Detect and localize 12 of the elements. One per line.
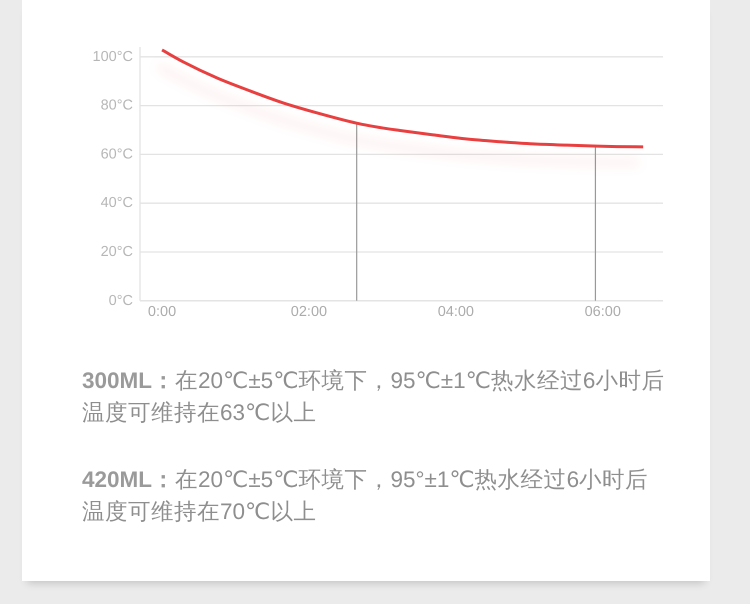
xtick-label: 0:00 bbox=[148, 304, 176, 320]
text: 300ML：在20℃±5℃环境下，95℃±1℃热水经过6小时后温度可维持在63℃以上 bbox=[82, 367, 666, 427]
xtick-label: 04:00 bbox=[438, 304, 474, 320]
ytick-label: 100°C bbox=[92, 48, 133, 65]
ytick-label: 80°C bbox=[100, 98, 133, 114]
ytick-label: 60°C bbox=[100, 146, 133, 162]
ytick-label: 0°C bbox=[108, 292, 133, 309]
xtick-label: 02:00 bbox=[290, 304, 328, 320]
ytick-label: 40°C bbox=[100, 195, 133, 212]
xtick-label: 06:00 bbox=[584, 304, 621, 320]
text: 420ML：在20℃±5℃环境下，95°±1℃热水经过6小时后温度可维持在70℃以上 bbox=[82, 466, 650, 526]
ytick-label: 20°C bbox=[100, 244, 133, 260]
